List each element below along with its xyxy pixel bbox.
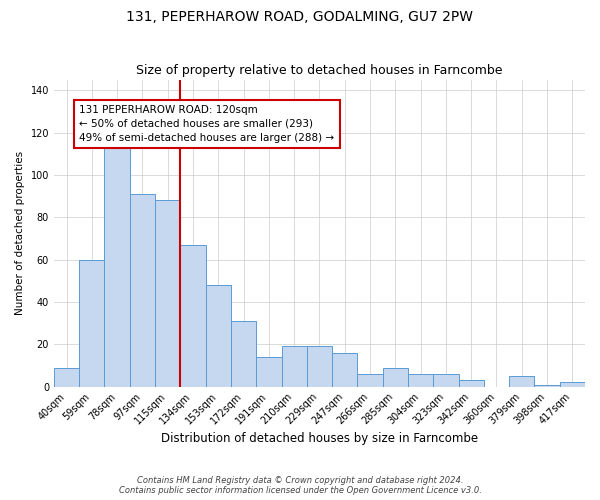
Bar [206,285,231,386]
Bar [104,141,130,386]
Bar [560,382,585,386]
Bar [281,346,307,387]
Bar [458,380,484,386]
Bar [54,368,79,386]
Bar [509,376,535,386]
Bar [358,374,383,386]
Bar [256,357,281,386]
Text: Contains HM Land Registry data © Crown copyright and database right 2024.
Contai: Contains HM Land Registry data © Crown c… [119,476,481,495]
Bar [535,384,560,386]
Bar [231,321,256,386]
Bar [332,353,358,386]
Text: 131 PEPERHAROW ROAD: 120sqm
← 50% of detached houses are smaller (293)
49% of se: 131 PEPERHAROW ROAD: 120sqm ← 50% of det… [79,105,334,143]
Bar [307,346,332,387]
Bar [155,200,181,386]
Title: Size of property relative to detached houses in Farncombe: Size of property relative to detached ho… [136,64,503,77]
Text: 131, PEPERHAROW ROAD, GODALMING, GU7 2PW: 131, PEPERHAROW ROAD, GODALMING, GU7 2PW [127,10,473,24]
Bar [383,368,408,386]
Bar [408,374,433,386]
Bar [130,194,155,386]
X-axis label: Distribution of detached houses by size in Farncombe: Distribution of detached houses by size … [161,432,478,445]
Y-axis label: Number of detached properties: Number of detached properties [15,151,25,315]
Bar [181,245,206,386]
Bar [433,374,458,386]
Bar [79,260,104,386]
